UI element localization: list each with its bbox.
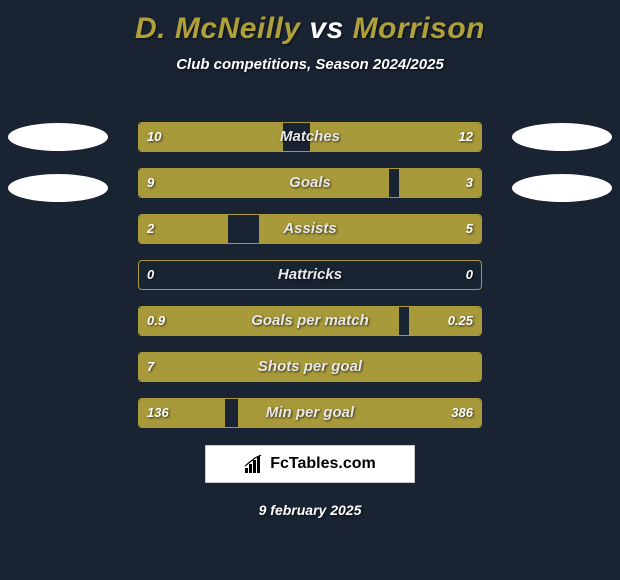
stat-value-left: 7 xyxy=(147,353,154,381)
stat-value-right: 0 xyxy=(466,261,473,289)
stat-label: Shots per goal xyxy=(139,353,481,381)
stat-row: Min per goal136 386 xyxy=(138,398,482,428)
stat-row: Goals per match0.9 0.25 xyxy=(138,306,482,336)
stat-row: Shots per goal7 xyxy=(138,352,482,382)
stat-label: Min per goal xyxy=(139,399,481,427)
stat-row: Matches10 12 xyxy=(138,122,482,152)
stat-label: Hattricks xyxy=(139,261,481,289)
stat-value-left: 9 xyxy=(147,169,154,197)
branding-badge: FcTables.com xyxy=(205,445,415,483)
player2-name: Morrison xyxy=(353,12,485,45)
player1-name: D. McNeilly xyxy=(135,12,301,45)
subtitle: Club competitions, Season 2024/2025 xyxy=(0,56,620,73)
stat-label: Assists xyxy=(139,215,481,243)
stat-row: Hattricks0 0 xyxy=(138,260,482,290)
comparison-title: D. McNeilly vs Morrison xyxy=(0,0,620,46)
branding-text: FcTables.com xyxy=(270,455,376,473)
stat-label: Goals xyxy=(139,169,481,197)
stat-value-left: 10 xyxy=(147,123,161,151)
stat-value-left: 0 xyxy=(147,261,154,289)
stat-value-right: 0.25 xyxy=(448,307,473,335)
stat-value-left: 136 xyxy=(147,399,169,427)
fctables-logo-icon xyxy=(244,454,264,474)
stat-value-right: 5 xyxy=(466,215,473,243)
stat-value-right: 386 xyxy=(451,399,473,427)
player1-avatar-ellipse xyxy=(8,123,108,151)
comparison-date: 9 february 2025 xyxy=(0,502,620,518)
player2-avatar-ellipse xyxy=(512,123,612,151)
player1-avatar-ellipse xyxy=(8,174,108,202)
vs-text: vs xyxy=(309,12,343,45)
stat-value-left: 0.9 xyxy=(147,307,165,335)
comparison-chart: Matches10 12 Goals9 3 Assists2 5 Hattricks0 0 Go… xyxy=(138,122,482,444)
stat-value-right: 12 xyxy=(459,123,473,151)
player2-avatar-ellipse xyxy=(512,174,612,202)
stat-label: Matches xyxy=(139,123,481,151)
stat-row: Assists2 5 xyxy=(138,214,482,244)
stat-value-right: 3 xyxy=(466,169,473,197)
stat-row: Goals9 3 xyxy=(138,168,482,198)
stat-label: Goals per match xyxy=(139,307,481,335)
stat-value-left: 2 xyxy=(147,215,154,243)
